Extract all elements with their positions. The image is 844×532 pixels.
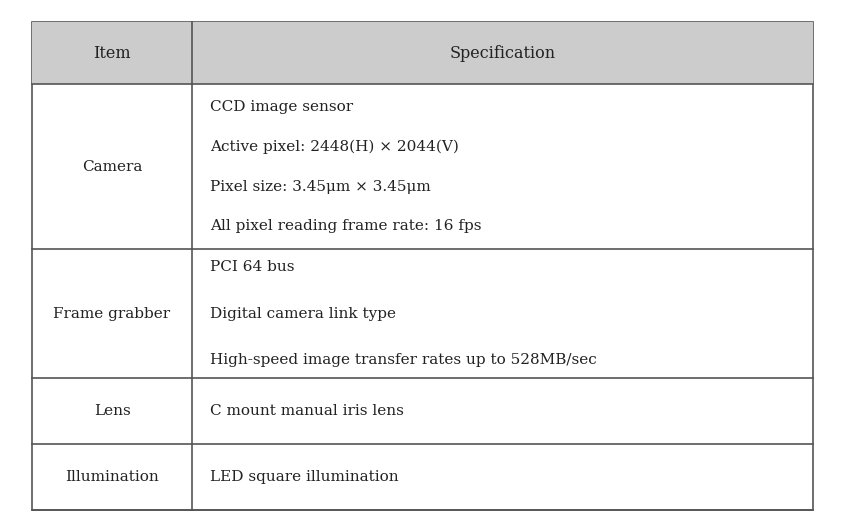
Text: Illumination: Illumination	[65, 470, 159, 484]
Text: Digital camera link type: Digital camera link type	[210, 306, 396, 321]
Text: Item: Item	[93, 45, 131, 62]
Text: Pixel size: 3.45μm × 3.45μm: Pixel size: 3.45μm × 3.45μm	[210, 180, 430, 194]
Text: Active pixel: 2448(H) × 2044(V): Active pixel: 2448(H) × 2044(V)	[210, 140, 458, 154]
Text: Specification: Specification	[449, 45, 555, 62]
Text: Camera: Camera	[82, 160, 142, 174]
Text: C mount manual iris lens: C mount manual iris lens	[210, 404, 403, 418]
Bar	[32, 22, 812, 84]
Text: CCD image sensor: CCD image sensor	[210, 100, 353, 114]
Text: All pixel reading frame rate: 16 fps: All pixel reading frame rate: 16 fps	[210, 219, 481, 234]
Text: PCI 64 bus: PCI 64 bus	[210, 261, 295, 275]
Text: High-speed image transfer rates up to 528MB/sec: High-speed image transfer rates up to 52…	[210, 353, 596, 367]
Text: LED square illumination: LED square illumination	[210, 470, 398, 484]
Text: Frame grabber: Frame grabber	[53, 306, 170, 321]
Text: Lens: Lens	[94, 404, 130, 418]
